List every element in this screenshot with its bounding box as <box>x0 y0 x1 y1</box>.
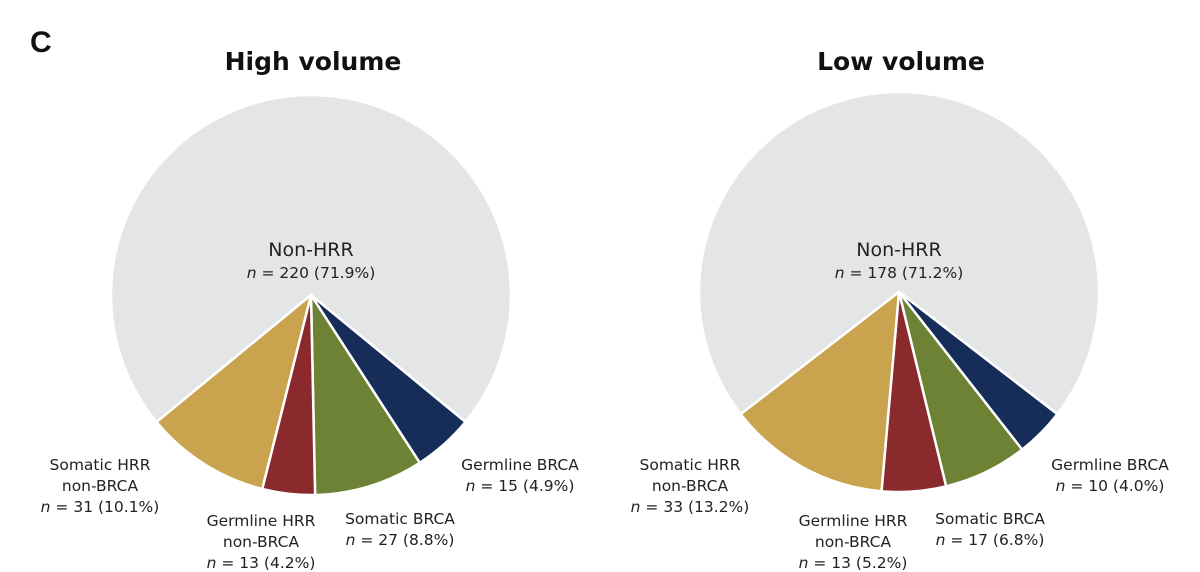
slice-label-non-hrr: Non-HRR n = 178 (71.2%) <box>835 239 964 282</box>
slice-count-text: n = 17 (6.8%) <box>936 531 1045 549</box>
slice-label-somatic-hrr-non-brca: Somatic HRR non-BRCA n = 33 (13.2%) <box>631 456 750 516</box>
pie-slice-non-hrr <box>109 93 513 424</box>
slice-label-text: non-BRCA <box>223 533 300 551</box>
slice-count-text: n = 27 (8.8%) <box>346 531 455 549</box>
slice-label-somatic-hrr-non-brca: Somatic HRR non-BRCA n = 31 (10.1%) <box>41 456 160 516</box>
slice-label-text: Somatic BRCA <box>345 510 455 528</box>
slice-count-text: n = 15 (4.9%) <box>466 477 575 495</box>
slice-count-text: n = 31 (10.1%) <box>41 498 160 516</box>
slice-label-text: Germline HRR <box>799 512 908 530</box>
slice-label-text: non-BRCA <box>815 533 892 551</box>
slice-label-germline-brca: Germline BRCA n = 10 (4.0%) <box>1051 456 1169 495</box>
pie-slice-non-hrr <box>697 90 1101 416</box>
slice-count-text: n = 33 (13.2%) <box>631 498 750 516</box>
slice-label-text: non-BRCA <box>62 477 139 495</box>
slice-label-text: Somatic HRR <box>640 456 741 474</box>
slice-label-text: Non-HRR <box>268 239 353 261</box>
slice-label-text: Non-HRR <box>856 239 941 261</box>
slice-label-text: non-BRCA <box>652 477 729 495</box>
pie-chart-high-volume: High volume Non-HRR n = 220 (71.9%) Germlin… <box>41 47 580 572</box>
slice-label-text: Germline HRR <box>207 512 316 530</box>
pie-slice-somatic-hrr-non-brca <box>739 290 901 493</box>
slice-label-text: Somatic HRR <box>50 456 151 474</box>
slice-count-text: n = 13 (5.2%) <box>799 554 908 572</box>
slice-label-germline-hrr-non-brca: Germline HRR non-BRCA n = 13 (4.2%) <box>207 512 316 572</box>
chart-title: High volume <box>225 47 402 76</box>
pie-chart-low-volume: Low volume Non-HRR n = 178 (71.2%) Germline… <box>631 47 1170 572</box>
slice-label-somatic-brca: Somatic BRCA n = 27 (8.8%) <box>345 510 455 549</box>
pie-slice-somatic-brca <box>309 293 422 497</box>
slice-count-text: n = 13 (4.2%) <box>207 554 316 572</box>
slice-label-text: Germline BRCA <box>1051 456 1169 474</box>
slice-count-text: n = 178 (71.2%) <box>835 264 964 282</box>
pie-slice-somatic-hrr-non-brca <box>155 293 313 491</box>
slice-label-non-hrr: Non-HRR n = 220 (71.9%) <box>247 239 376 282</box>
slice-label-somatic-brca: Somatic BRCA n = 17 (6.8%) <box>935 510 1045 549</box>
slice-count-text: n = 220 (71.9%) <box>247 264 376 282</box>
slice-label-text: Somatic BRCA <box>935 510 1045 528</box>
slice-count-text: n = 10 (4.0%) <box>1056 477 1165 495</box>
panel-letter: C <box>30 26 52 59</box>
chart-title: Low volume <box>817 47 985 76</box>
slice-label-text: Germline BRCA <box>461 456 579 474</box>
slice-label-germline-brca: Germline BRCA n = 15 (4.9%) <box>461 456 579 495</box>
slice-label-germline-hrr-non-brca: Germline HRR non-BRCA n = 13 (5.2%) <box>799 512 908 572</box>
